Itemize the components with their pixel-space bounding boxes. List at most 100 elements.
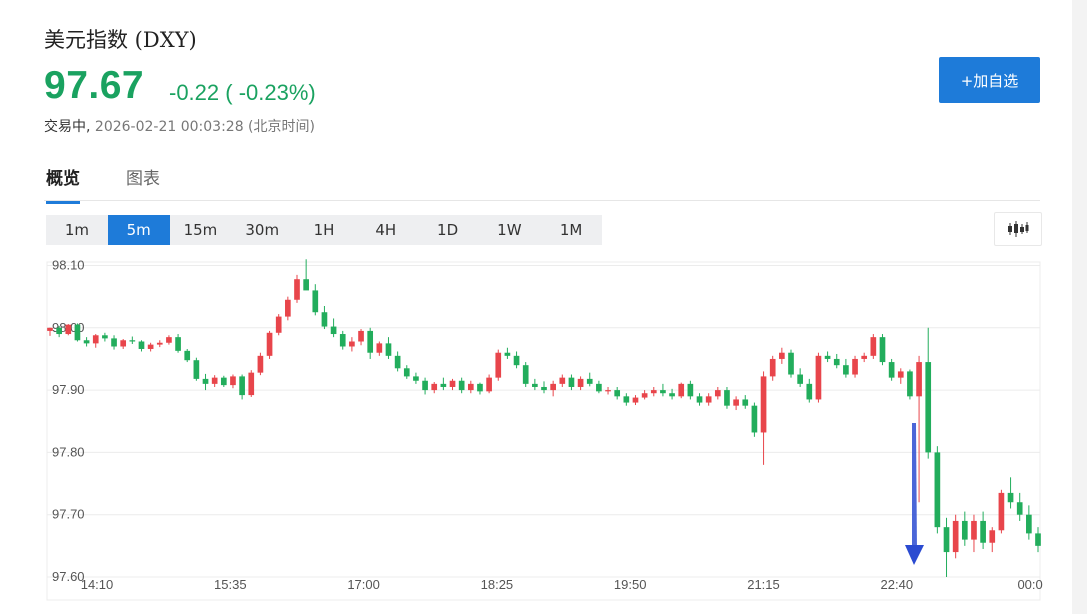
candle-body (358, 330, 364, 342)
candle-body (102, 335, 108, 339)
candle-body (239, 376, 245, 396)
candle-body (349, 341, 355, 347)
candle-body (367, 330, 374, 353)
candlestick-bars-icon (1008, 221, 1029, 237)
instrument-title: 美元指数 (DXY) (44, 28, 197, 52)
candle-body (897, 371, 904, 378)
candle-body (184, 350, 191, 361)
period-30m[interactable]: 30m (245, 221, 280, 239)
candle-body (211, 377, 218, 384)
candle-body (586, 378, 593, 384)
candle-body (687, 383, 694, 397)
candle-body (806, 383, 813, 400)
candle-body (650, 390, 657, 394)
tab-chart[interactable]: 图表 (126, 169, 160, 189)
period-1m[interactable]: 1m (64, 221, 89, 239)
candle-body (92, 335, 99, 344)
candle-body (138, 341, 145, 349)
candle-body (339, 334, 346, 347)
candle-body (907, 371, 913, 397)
candle-body (129, 340, 136, 342)
candle-body (824, 355, 831, 359)
tab-overview[interactable]: 概览 (46, 164, 80, 204)
candle-body (147, 344, 154, 349)
candle-body (660, 390, 666, 394)
period-1w[interactable]: 1W (497, 221, 522, 239)
y-tick-label: 98.10 (52, 258, 85, 273)
candle-body (632, 397, 639, 403)
chart-type-button[interactable] (994, 212, 1042, 246)
candle-body (852, 358, 858, 375)
period-selector: 1m 5m 15m 30m 1H 4H 1D 1W 1M (46, 215, 602, 245)
candle-body (220, 377, 227, 386)
candle-body (934, 452, 941, 528)
x-tick-label: 14:10 (81, 577, 114, 592)
candle-body (724, 390, 730, 406)
candle-body (312, 290, 319, 313)
candle-body (751, 405, 758, 433)
candle-body (120, 340, 127, 347)
candle-body (504, 352, 511, 356)
candle-body (522, 365, 529, 384)
add-to-watchlist-button[interactable]: +加自选 (939, 57, 1040, 103)
candle-body (303, 279, 309, 291)
x-tick-label: 19:50 (614, 577, 647, 592)
x-tick-label: 17:00 (347, 577, 380, 592)
candle-body (193, 360, 200, 379)
candle-body (458, 380, 465, 391)
period-5m[interactable]: 5m (107, 215, 170, 245)
candle-body (943, 527, 950, 553)
candle-body (998, 492, 1005, 531)
x-tick-label: 21:15 (747, 577, 780, 592)
candle-body (971, 520, 977, 540)
period-1d[interactable]: 1D (437, 221, 459, 239)
period-1h[interactable]: 1H (313, 221, 335, 239)
period-4h[interactable]: 4H (375, 221, 397, 239)
candle-body (980, 520, 986, 543)
candle-body (65, 324, 72, 335)
candle-body (248, 372, 255, 396)
candle-body (833, 358, 840, 366)
candle-body (815, 355, 822, 400)
candle-body (413, 376, 419, 381)
candle-body (385, 343, 392, 356)
candle-body (175, 337, 181, 351)
candle-body (1035, 533, 1041, 546)
candle-body (230, 376, 236, 386)
candle-body (669, 393, 675, 397)
annotation-arrow-shaft (912, 423, 917, 552)
annotation-arrow-head (905, 545, 924, 565)
candle-body (733, 399, 739, 406)
x-tick-label: 22:40 (881, 577, 914, 592)
candle-body (568, 377, 575, 387)
candle-body (623, 396, 630, 403)
candle-body (403, 368, 410, 377)
candle-body (1026, 514, 1032, 534)
candle-body (83, 340, 90, 344)
candle-body (989, 530, 996, 543)
candle-body (156, 342, 163, 345)
candle-body (769, 358, 776, 377)
candle-body (202, 378, 209, 384)
candle-body (111, 338, 117, 347)
period-1mo[interactable]: 1M (559, 221, 583, 239)
candle-body (596, 383, 602, 392)
candle-body (779, 352, 785, 359)
candle-body (888, 362, 895, 378)
candle-body (714, 390, 721, 397)
candle-body (294, 279, 300, 300)
candle-body (56, 327, 62, 335)
candle-body (532, 383, 538, 387)
candle-body (74, 324, 81, 341)
candle-body (495, 352, 502, 378)
plot-area (46, 261, 1041, 601)
candle-body (797, 374, 803, 384)
y-tick-label: 97.80 (52, 444, 85, 459)
candle-body (952, 520, 959, 553)
candle-body (577, 378, 584, 387)
candle-body (330, 326, 337, 335)
trading-status-label: 交易中, (44, 119, 91, 135)
candle-body (257, 355, 264, 373)
period-15m[interactable]: 15m (183, 221, 218, 239)
